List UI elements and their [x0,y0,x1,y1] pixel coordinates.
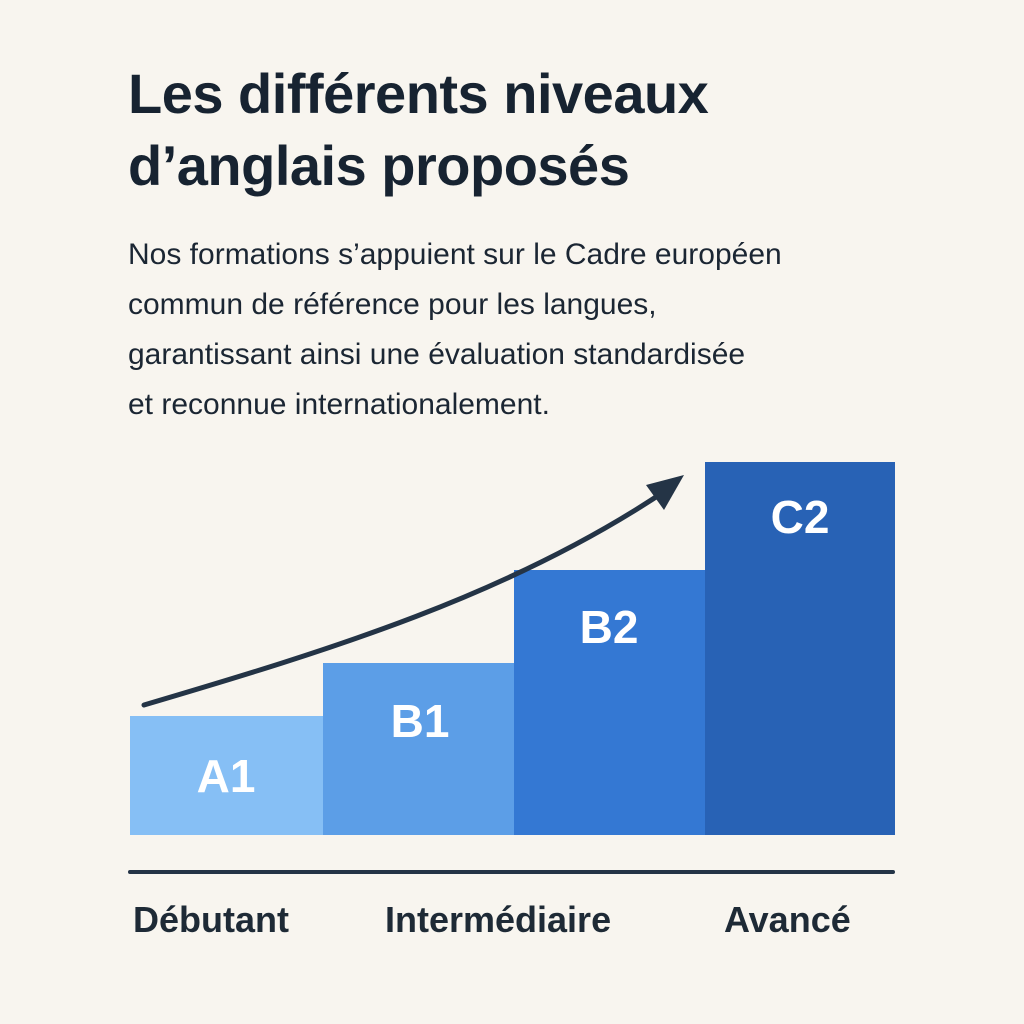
progress-arrow-line [141,488,668,708]
level-block-a1 [130,716,323,835]
level-label-a1: A1 [197,750,256,802]
level-label-c2: C2 [771,491,830,543]
stage-label-advanced: Avancé [724,899,851,940]
level-block-b2 [514,570,705,835]
stage-label-intermediate: Intermédiaire [385,899,612,940]
title-line-1: Les différents niveaux [128,62,709,125]
progress-arrow-head [646,475,684,510]
level-block-b1 [323,663,514,835]
level-label-b2: B2 [580,601,639,653]
page-title: Les différents niveaux d’anglais proposé… [128,58,709,202]
intro-line-2: commun de référence pour les langues, [128,288,657,321]
intro-text: Nos formations s’appuient sur le Cadre e… [128,230,948,430]
level-block-c2 [705,462,895,835]
stage-label-beginner: Débutant [133,899,289,940]
intro-line-4: et reconnue internationalement. [128,388,550,421]
title-line-2: d’anglais proposés [128,134,630,197]
level-label-b1: B1 [391,695,450,747]
intro-line-1: Nos formations s’appuient sur le Cadre e… [128,238,782,271]
intro-line-3: garantissant ainsi une évaluation standa… [128,338,746,371]
